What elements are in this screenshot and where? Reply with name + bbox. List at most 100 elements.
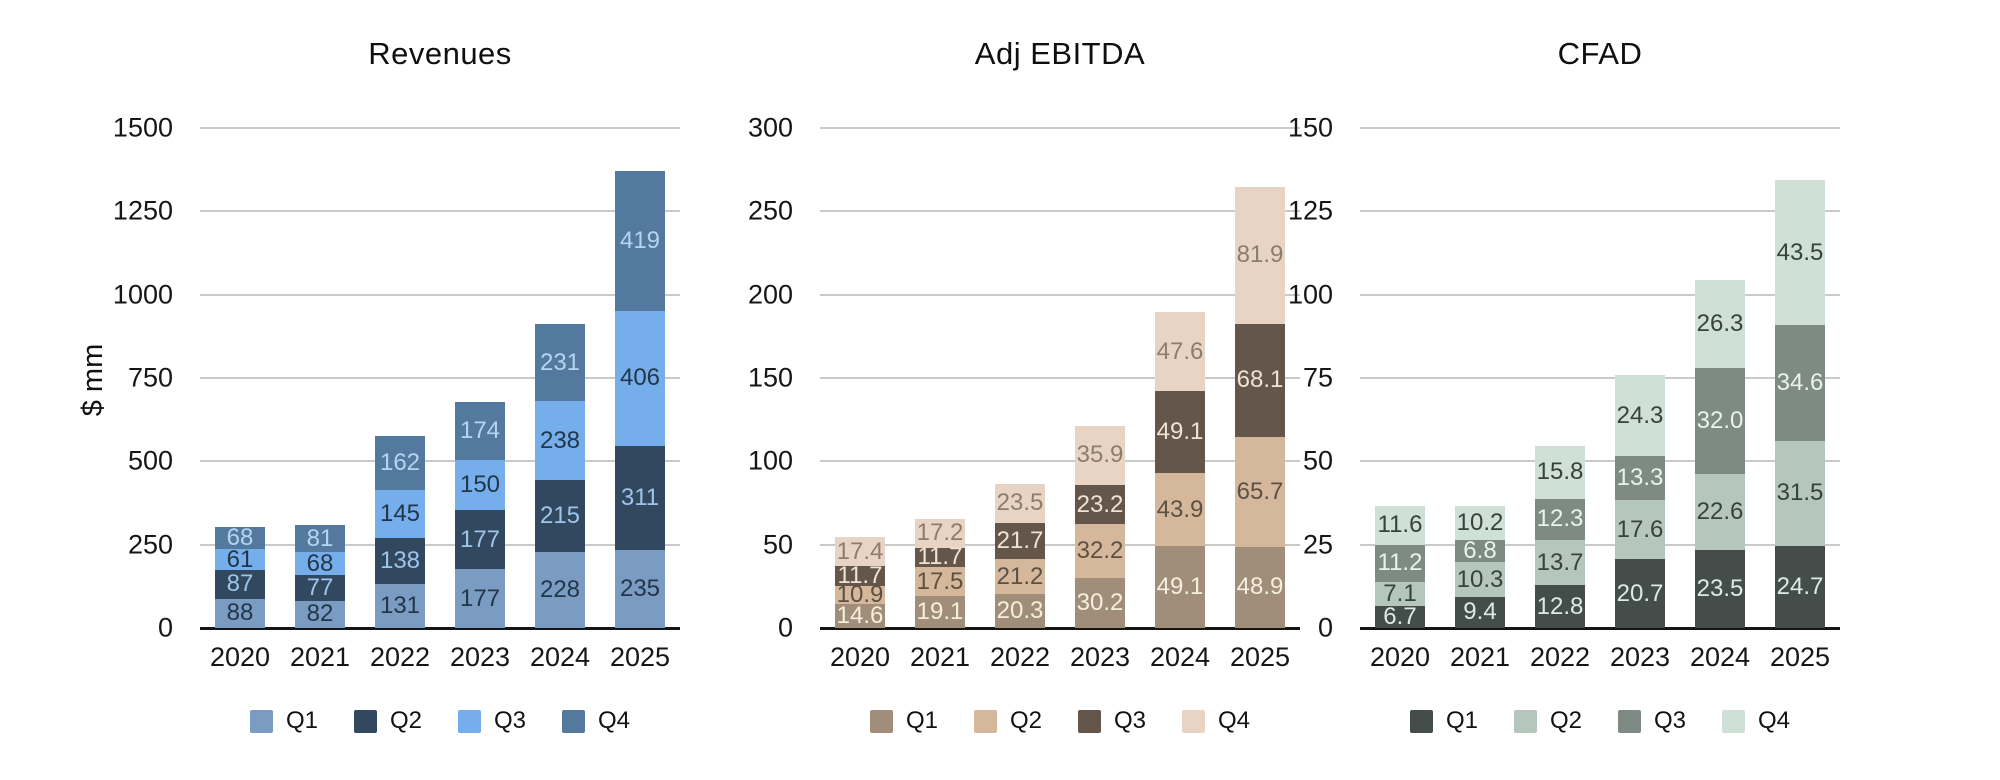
bar-segment-q1 xyxy=(994,594,1046,628)
bar-segment-q4 xyxy=(294,525,346,553)
bar-value-label: 49.1 xyxy=(1156,418,1204,446)
plot-area: 6.7 7.1 11.2 11.6 9.4 10.3 6.8 10.2 12.8 13.7 12.3… xyxy=(1360,127,1840,630)
legend-item-q3: Q3 xyxy=(1618,707,1686,735)
bar-segment-q1 xyxy=(1154,546,1206,628)
bar-2020: 6.7 7.1 11.2 11.6 xyxy=(1374,128,1426,629)
x-tick-label: 2024 xyxy=(1689,642,1751,672)
bar-segment-q3 xyxy=(994,522,1046,559)
bar-segment-q2 xyxy=(534,480,586,552)
bar-segment-q3 xyxy=(1534,498,1586,540)
bar-value-label: 311 xyxy=(620,483,660,511)
bar-value-label: 77 xyxy=(306,573,334,601)
bar-segment-q2 xyxy=(214,569,266,599)
legend: Q1 Q2 Q3 Q4 xyxy=(820,703,1300,739)
x-axis-labels: 2020 2021 2022 2023 2024 2025 xyxy=(200,642,680,674)
bar-value-label: 174 xyxy=(459,417,501,444)
y-axis-ticks: 300 250 200 150 100 50 0 xyxy=(705,113,805,643)
bar-value-label: 19.1 xyxy=(916,598,964,626)
bar-segment-q3 xyxy=(374,490,426,539)
bar-segment-q4 xyxy=(614,171,666,311)
bar-segment-q1 xyxy=(614,549,666,628)
bar-value-label: 61 xyxy=(226,545,254,573)
bar-segment-q4 xyxy=(834,537,886,566)
bar-value-label: 87 xyxy=(226,570,254,598)
gridline xyxy=(200,543,680,546)
bar-2024: 23.5 22.6 32.0 26.3 xyxy=(1694,128,1746,628)
bar-segment-q3 xyxy=(1154,391,1206,473)
bar-value-label: 24.3 xyxy=(1616,401,1664,429)
bar-segment-q4 xyxy=(214,526,266,550)
bar-value-label: 11.7 xyxy=(837,561,883,589)
bar-value-label: 9.4 xyxy=(1463,598,1497,626)
bar-value-label: 49.1 xyxy=(1156,573,1204,601)
bar-segment-q4 xyxy=(1154,311,1206,392)
legend-label-q1: Q1 xyxy=(1445,707,1478,734)
gridline xyxy=(820,127,1300,129)
bar-segment-q2 xyxy=(1694,474,1746,550)
bar-2023: 20.7 17.6 13.3 24.3 xyxy=(1614,128,1666,628)
y-tick-label: 1000 xyxy=(112,279,173,310)
y-tick-label: 75 xyxy=(1302,362,1333,393)
gridline xyxy=(200,210,680,213)
legend-item-q3: Q3 xyxy=(1078,707,1146,735)
x-tick-label: 2022 xyxy=(1529,642,1591,672)
legend-label-q4: Q4 xyxy=(598,707,631,734)
legend-label-q1: Q1 xyxy=(905,707,938,734)
y-tick-label: 250 xyxy=(747,195,793,226)
x-tick-label: 2021 xyxy=(909,642,971,672)
bar-value-label: 81.9 xyxy=(1236,241,1284,269)
bar-segment-q1 xyxy=(914,596,966,628)
bar-segment-q1 xyxy=(1234,546,1286,628)
bar-segment-q4 xyxy=(994,483,1046,523)
bar-value-label: 24.7 xyxy=(1776,572,1824,600)
x-axis-labels: 2020 2021 2022 2023 2024 2025 xyxy=(1360,642,1840,674)
x-tick-label: 2024 xyxy=(529,642,591,672)
x-axis-line xyxy=(1360,627,1840,630)
gridline xyxy=(200,460,680,463)
bar-value-label: 17.6 xyxy=(1616,515,1664,543)
plot-area: 14.6 10.9 11.7 17.4 19.1 17.5 11.7 17.2 20.3 21.2… xyxy=(820,127,1300,630)
bar-2024: 228 215 238 231 xyxy=(534,128,586,628)
bar-value-label: 228 xyxy=(539,576,581,603)
bar-value-label: 12.8 xyxy=(1536,592,1584,620)
legend-label-q3: Q3 xyxy=(1114,707,1147,734)
bar-segment-q1 xyxy=(374,584,426,628)
legend-item-q1: Q1 xyxy=(1409,707,1478,735)
bar-value-label: 162 xyxy=(379,449,421,476)
bar-value-label: 235 xyxy=(619,574,661,602)
bar-segment-q3 xyxy=(294,552,346,575)
bar-value-label: 26.3 xyxy=(1696,309,1744,337)
y-tick-label: 150 xyxy=(1287,112,1333,143)
bar-segment-q3 xyxy=(1614,456,1666,501)
bar-2022: 131 138 145 162 xyxy=(374,128,426,628)
bar-segment-q1 xyxy=(1694,549,1746,628)
gridline xyxy=(820,460,1300,463)
bar-value-label: 17.5 xyxy=(916,567,964,595)
gridline xyxy=(200,127,680,129)
legend-label-q2: Q2 xyxy=(1009,707,1042,734)
legend-swatch-q2 xyxy=(1513,709,1537,733)
bar-value-label: 10.2 xyxy=(1456,508,1504,536)
legend-swatch-q1 xyxy=(249,709,273,733)
bar-value-label: 13.3 xyxy=(1616,464,1664,492)
y-tick-label: 1250 xyxy=(112,195,173,226)
legend-item-q4: Q4 xyxy=(1182,707,1250,735)
gridline xyxy=(820,210,1300,213)
gridline xyxy=(1360,543,1840,546)
bar-value-label: 23.5 xyxy=(996,489,1044,517)
bar-2020: 14.6 10.9 11.7 17.4 xyxy=(834,128,886,628)
y-tick-label: 200 xyxy=(747,279,793,310)
bar-segment-q4 xyxy=(454,402,506,460)
legend-label-q3: Q3 xyxy=(494,707,527,734)
bar-value-label: 68 xyxy=(226,524,254,552)
legend-swatch-q4 xyxy=(562,709,586,733)
legend-item-q2: Q2 xyxy=(353,707,422,735)
x-tick-label: 2023 xyxy=(1069,642,1131,672)
bar-segment-q2 xyxy=(914,567,966,597)
bar-segment-q4 xyxy=(1454,505,1506,540)
bar-value-label: 43.9 xyxy=(1156,495,1204,523)
bar-2021: 19.1 17.5 11.7 17.2 xyxy=(914,128,966,628)
bar-value-label: 82 xyxy=(306,600,334,628)
legend-item-q1: Q1 xyxy=(869,707,938,735)
bar-segment-q2 xyxy=(1774,440,1826,546)
